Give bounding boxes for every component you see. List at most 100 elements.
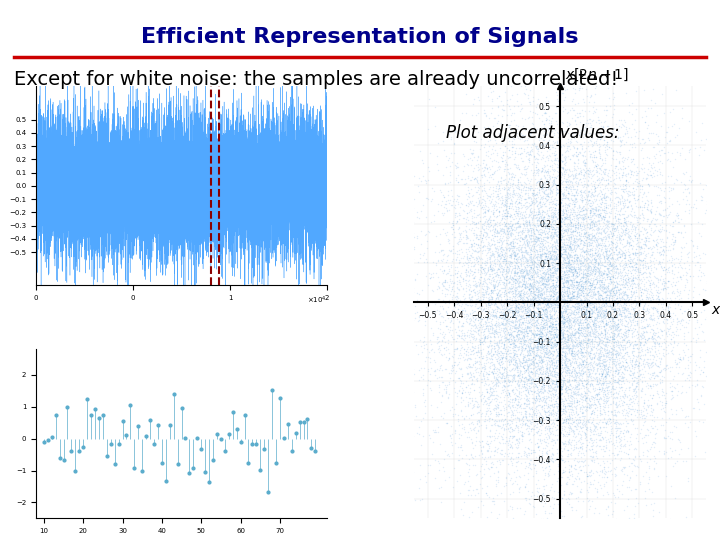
- Point: [601, 249, 613, 258]
- Point: [621, 332, 632, 341]
- Point: [454, 231, 466, 239]
- Point: [522, 163, 534, 172]
- Point: [567, 346, 578, 355]
- Point: [557, 368, 568, 376]
- Point: [644, 293, 656, 302]
- Point: [438, 278, 449, 286]
- Point: [491, 347, 503, 356]
- Point: [502, 306, 513, 314]
- Point: [580, 302, 592, 311]
- Point: [625, 326, 636, 334]
- Point: [550, 206, 562, 214]
- Point: [472, 282, 483, 291]
- Point: [595, 261, 606, 269]
- Point: [512, 422, 523, 431]
- Point: [498, 265, 509, 273]
- Point: [607, 389, 618, 398]
- Point: [569, 234, 580, 242]
- Point: [591, 390, 603, 399]
- Point: [479, 171, 490, 180]
- Point: [456, 328, 467, 337]
- Point: [513, 207, 525, 215]
- Point: [464, 145, 476, 153]
- Point: [510, 219, 522, 227]
- Point: [485, 279, 497, 288]
- Point: [534, 350, 546, 359]
- Point: [500, 319, 511, 328]
- Point: [520, 407, 531, 415]
- Point: [522, 321, 534, 330]
- Point: [526, 377, 537, 386]
- Point: [596, 409, 608, 418]
- Point: [500, 342, 512, 351]
- Point: [529, 211, 541, 219]
- Point: [590, 333, 602, 342]
- Point: [600, 203, 612, 212]
- Point: [553, 257, 564, 266]
- Point: [617, 187, 629, 195]
- Point: [569, 266, 580, 274]
- Point: [589, 108, 600, 117]
- Point: [556, 389, 567, 397]
- Point: [518, 298, 530, 306]
- Point: [459, 152, 470, 160]
- Point: [560, 354, 572, 362]
- Point: [518, 237, 529, 246]
- Point: [686, 257, 698, 266]
- Point: [662, 454, 674, 463]
- Point: [575, 370, 587, 379]
- Point: [490, 309, 501, 318]
- Point: [565, 243, 577, 252]
- Point: [660, 337, 672, 346]
- Point: [578, 254, 590, 262]
- Point: [454, 224, 465, 233]
- Point: [571, 278, 582, 286]
- Point: [485, 383, 496, 391]
- Point: [528, 200, 539, 208]
- Point: [582, 266, 594, 274]
- Point: [523, 429, 535, 437]
- Point: [552, 160, 563, 168]
- Point: [515, 212, 526, 220]
- Point: [541, 234, 553, 242]
- Point: [706, 360, 717, 368]
- Point: [534, 151, 545, 160]
- Point: [557, 202, 569, 211]
- Point: [613, 529, 624, 538]
- Point: [629, 211, 640, 219]
- Point: [629, 177, 641, 186]
- Point: [599, 341, 611, 350]
- Point: [570, 263, 582, 272]
- Point: [505, 228, 517, 237]
- Point: [639, 354, 650, 363]
- Point: [592, 375, 603, 384]
- Point: [664, 310, 675, 319]
- Point: [590, 303, 601, 312]
- Point: [515, 128, 526, 137]
- Point: [550, 267, 562, 276]
- Point: [489, 333, 500, 341]
- Point: [643, 426, 654, 434]
- Point: [631, 174, 642, 183]
- Point: [481, 482, 492, 490]
- Point: [600, 321, 612, 329]
- Point: [534, 385, 546, 394]
- Point: [521, 299, 533, 307]
- Point: [667, 314, 679, 323]
- Point: [597, 308, 608, 317]
- Point: [523, 347, 534, 355]
- Point: [533, 240, 544, 248]
- Point: [549, 347, 560, 356]
- Point: [542, 274, 554, 283]
- Point: [557, 217, 568, 226]
- Point: [598, 272, 609, 281]
- Point: [611, 437, 622, 446]
- Point: [526, 308, 538, 316]
- Point: [569, 250, 580, 259]
- Point: [534, 313, 545, 321]
- Point: [465, 491, 477, 500]
- Point: [595, 282, 606, 291]
- Point: [555, 507, 567, 516]
- Point: [546, 241, 557, 250]
- Point: [504, 183, 516, 192]
